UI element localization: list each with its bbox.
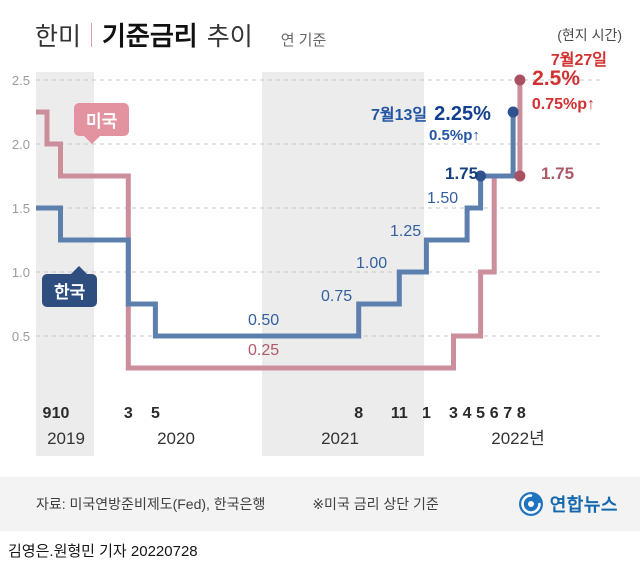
page-title: 기준금리 — [102, 21, 198, 51]
x-tick-label: 11 — [391, 405, 408, 422]
y-tick-label: 2.0 — [12, 137, 30, 152]
x-tick-label: 10 — [52, 405, 70, 422]
step-label-050: 0.50 — [248, 312, 280, 329]
x-tick-label: 9 — [43, 405, 52, 422]
x-tick-label: 4 — [463, 405, 472, 422]
year-label: 2021 — [321, 429, 359, 448]
y-tick-label: 0.5 — [12, 329, 30, 344]
x-tick-label: 8 — [517, 405, 526, 422]
y-tick-label: 1.0 — [12, 265, 30, 280]
marker-dot — [507, 106, 519, 118]
rate-chart: 2.5 2.0 1.5 1.0 0.5 9 10 3 5 8 11 1 3 4 5 6 7 8 2019 2020 20… — [12, 27, 622, 456]
year-label: 2020 — [157, 429, 195, 448]
y-tick-label: 2.5 — [12, 73, 30, 88]
step-label-025: 0.25 — [248, 342, 280, 359]
footer-bar: 자료: 미국연방준비제도(Fed), 한국은행 ※미국 금리 상단 기준 연합뉴… — [0, 477, 640, 531]
kr-prev-rate: 1.75 — [445, 164, 479, 183]
year-label: 2019 — [47, 429, 85, 448]
kr-hike-date: 7월13일 — [371, 107, 428, 124]
footnote: ※미국 금리 상단 기준 — [312, 496, 439, 512]
header: 한미 기준금리 추이 연 기준 — [35, 16, 326, 53]
byline: 김영은.원형민 기자 20220728 — [8, 543, 198, 560]
us-hike-date: 7월27일 — [550, 52, 607, 69]
local-time-note: (현지 시간) — [557, 27, 622, 43]
x-tick-label: 3 — [449, 405, 458, 422]
x-tick-label: 1 — [422, 405, 431, 422]
kr-rate-change: 0.5%p↑ — [429, 127, 480, 144]
title-prefix: 한미 — [35, 23, 82, 51]
year-label: 2022년 — [491, 429, 544, 448]
step-label-150: 1.50 — [427, 190, 459, 207]
step-label-100: 1.00 — [356, 255, 388, 272]
yonhap-logo-icon — [518, 492, 543, 516]
x-tick-label: 6 — [490, 405, 499, 422]
y-tick-label: 1.5 — [12, 201, 30, 216]
x-tick-label: 7 — [503, 405, 512, 422]
data-source: 자료: 미국연방준비제도(Fed), 한국은행 — [36, 496, 266, 512]
marker-dot — [514, 74, 526, 86]
year-band — [262, 72, 424, 456]
us-rate-value: 2.5% — [532, 67, 580, 90]
title-suffix: 추이 — [206, 23, 253, 51]
us-prev-rate: 1.75 — [541, 164, 575, 183]
agency-logo: 연합뉴스 — [518, 491, 618, 517]
step-label-125: 1.25 — [390, 223, 422, 240]
kr-hike-annotation: 7월13일 2.25% — [371, 101, 491, 126]
series-label-kr: 한국 — [42, 266, 98, 307]
title-divider — [91, 22, 93, 47]
marker-dot — [514, 170, 526, 182]
us-rate-change: 0.75%p↑ — [531, 96, 595, 113]
series-label-us: 미국 — [74, 103, 130, 144]
agency-name: 연합뉴스 — [549, 495, 618, 515]
kr-rate-value: 2.25% — [434, 103, 491, 125]
x-tick-label: 5 — [476, 405, 485, 422]
x-tick-label: 5 — [151, 405, 160, 422]
series-line-한국 — [36, 112, 516, 339]
title-subtitle: 연 기준 — [280, 32, 327, 49]
x-tick-label: 3 — [124, 405, 133, 422]
marker-dot — [475, 170, 487, 182]
step-label-075: 0.75 — [321, 288, 353, 305]
series-line-미국 — [36, 80, 523, 371]
x-tick-label: 8 — [354, 405, 363, 422]
